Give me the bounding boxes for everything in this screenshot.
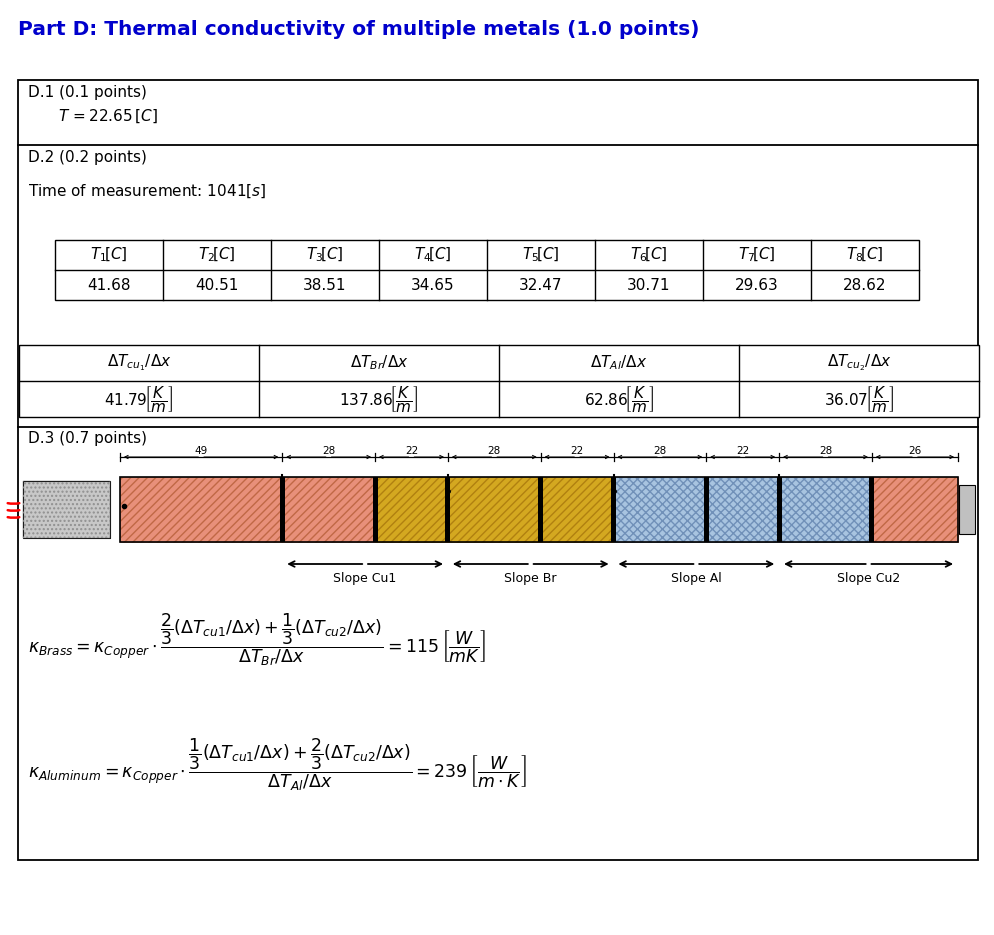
Bar xyxy=(375,477,613,542)
Bar xyxy=(120,477,957,542)
Text: 32.47: 32.47 xyxy=(519,278,563,293)
Text: Part D: Thermal conductivity of multiple metals (1.0 points): Part D: Thermal conductivity of multiple… xyxy=(18,20,699,39)
Text: $T_4\!\left[C\right]$: $T_4\!\left[C\right]$ xyxy=(414,246,451,265)
Bar xyxy=(538,477,543,542)
Bar xyxy=(776,477,781,542)
Bar xyxy=(18,80,977,860)
Text: $T_5\!\left[C\right]$: $T_5\!\left[C\right]$ xyxy=(522,246,560,265)
Text: 22: 22 xyxy=(405,446,417,456)
Bar xyxy=(375,477,613,542)
Bar xyxy=(279,477,284,542)
Text: Slope Cu2: Slope Cu2 xyxy=(836,572,900,585)
Bar xyxy=(120,477,957,542)
Text: 26: 26 xyxy=(908,446,920,456)
Bar xyxy=(372,477,377,542)
Text: $\kappa_{Aluminum} = \kappa_{Copper}\cdot\dfrac{\dfrac{1}{3}(\Delta T_{cu1}/\Del: $\kappa_{Aluminum} = \kappa_{Copper}\cdo… xyxy=(28,737,526,794)
Text: 28: 28 xyxy=(653,446,666,456)
Text: $T_2\!\left[C\right]$: $T_2\!\left[C\right]$ xyxy=(198,246,236,265)
Bar xyxy=(23,481,110,538)
Text: $\Delta T_{cu_2}/\Delta x$: $\Delta T_{cu_2}/\Delta x$ xyxy=(826,352,891,373)
Text: $T_3\!\left[C\right]$: $T_3\!\left[C\right]$ xyxy=(306,246,343,265)
Bar xyxy=(610,477,615,542)
Bar xyxy=(958,485,974,534)
Text: $T\,=22.65\,[C]$: $T\,=22.65\,[C]$ xyxy=(58,108,158,125)
Text: 34.65: 34.65 xyxy=(411,278,454,293)
Text: 28: 28 xyxy=(487,446,500,456)
Text: 38.51: 38.51 xyxy=(303,278,346,293)
Text: D.3 (0.7 points): D.3 (0.7 points) xyxy=(28,431,147,446)
Text: D.1 (0.1 points): D.1 (0.1 points) xyxy=(28,85,147,100)
Text: 28: 28 xyxy=(322,446,335,456)
Text: $\kappa_{Brass} = \kappa_{Copper}\cdot\dfrac{\dfrac{2}{3}(\Delta T_{cu1}/\Delta : $\kappa_{Brass} = \kappa_{Copper}\cdot\d… xyxy=(28,611,485,669)
Text: $36.07\!\left[\dfrac{K}{m}\right]$: $36.07\!\left[\dfrac{K}{m}\right]$ xyxy=(823,384,894,414)
Text: $T_6\!\left[C\right]$: $T_6\!\left[C\right]$ xyxy=(629,246,667,265)
Bar xyxy=(55,240,918,300)
Bar xyxy=(613,477,871,542)
Bar xyxy=(703,477,708,542)
Text: 22: 22 xyxy=(736,446,748,456)
Bar xyxy=(120,477,957,542)
Text: $\Delta T_{cu_1}/\Delta x$: $\Delta T_{cu_1}/\Delta x$ xyxy=(106,352,171,373)
Text: 28: 28 xyxy=(818,446,831,456)
Bar xyxy=(869,477,874,542)
Text: 22: 22 xyxy=(570,446,583,456)
Text: Time of measurement: 1041$\left[s\right]$: Time of measurement: 1041$\left[s\right]… xyxy=(28,183,266,200)
Text: 41.68: 41.68 xyxy=(87,278,130,293)
Text: 30.71: 30.71 xyxy=(626,278,670,293)
Text: 28.62: 28.62 xyxy=(842,278,886,293)
Bar xyxy=(445,477,450,542)
Text: $62.86\!\left[\dfrac{K}{m}\right]$: $62.86\!\left[\dfrac{K}{m}\right]$ xyxy=(583,384,653,414)
Bar xyxy=(613,477,871,542)
Bar xyxy=(19,345,978,417)
Text: $\Delta T_{Al}/\Delta x$: $\Delta T_{Al}/\Delta x$ xyxy=(589,353,647,372)
Bar xyxy=(23,481,110,538)
Text: $137.86\!\left[\dfrac{K}{m}\right]$: $137.86\!\left[\dfrac{K}{m}\right]$ xyxy=(339,384,418,414)
Text: 49: 49 xyxy=(195,446,208,456)
Text: D.2 (0.2 points): D.2 (0.2 points) xyxy=(28,150,147,165)
Text: 29.63: 29.63 xyxy=(735,278,778,293)
Text: Slope Cu1: Slope Cu1 xyxy=(333,572,397,585)
Text: $\Delta T_{Br}/\Delta x$: $\Delta T_{Br}/\Delta x$ xyxy=(349,353,408,372)
Text: $41.79\!\left[\dfrac{K}{m}\right]$: $41.79\!\left[\dfrac{K}{m}\right]$ xyxy=(104,384,173,414)
Text: $T_1\!\left[C\right]$: $T_1\!\left[C\right]$ xyxy=(90,246,127,265)
Text: $T_8\!\left[C\right]$: $T_8\!\left[C\right]$ xyxy=(846,246,883,265)
Text: $T_7\!\left[C\right]$: $T_7\!\left[C\right]$ xyxy=(738,246,775,265)
Text: Slope Al: Slope Al xyxy=(670,572,721,585)
Text: 40.51: 40.51 xyxy=(195,278,239,293)
Text: Slope Br: Slope Br xyxy=(504,572,557,585)
